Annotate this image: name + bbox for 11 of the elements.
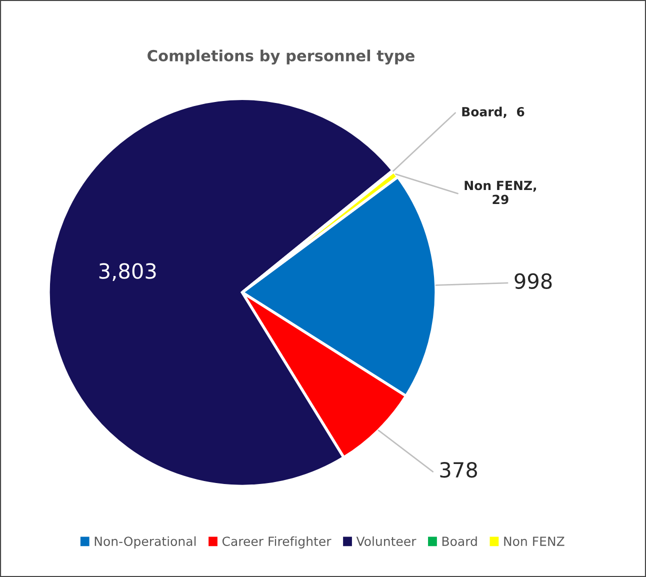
chart-title: Completions by personnel type — [148, 50, 414, 65]
data-label: 3,803 — [99, 263, 156, 282]
legend-label: Board — [442, 536, 477, 546]
data-label: 998 — [514, 273, 552, 290]
legend-label: Non-Operational — [94, 536, 196, 548]
legend-label: Career Firefighter — [222, 536, 332, 548]
data-label: 378 — [440, 462, 478, 478]
legend-label: Non FENZ — [504, 536, 564, 546]
data-label: Non FENZ, 29 — [464, 180, 536, 204]
legend-label: Volunteer — [356, 536, 416, 546]
data-label: Board, 6 — [462, 106, 524, 118]
